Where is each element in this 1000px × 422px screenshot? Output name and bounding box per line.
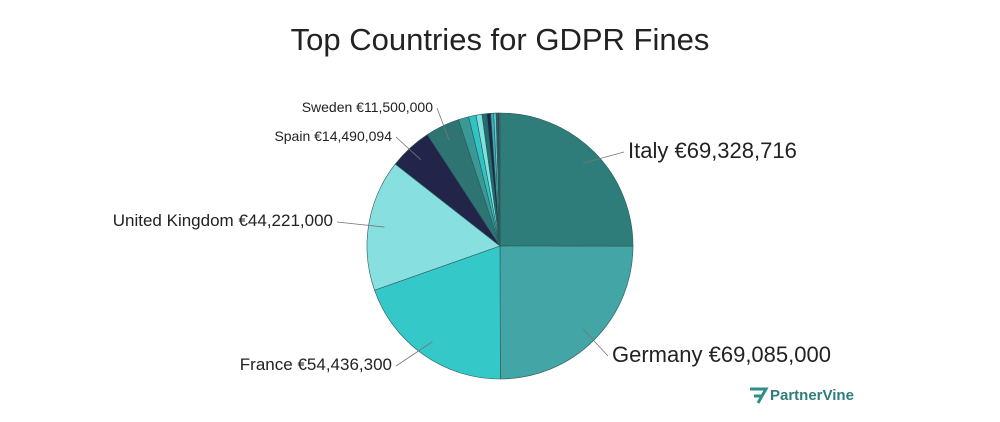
pie-slice [499,112,634,247]
pie-slice [498,112,501,247]
logo: PartnerVine [750,387,854,404]
slice-value: €11,500,000 [356,99,433,115]
logo-text: PartnerVine [770,387,854,404]
leader-line [395,341,433,367]
slice-name: France [240,355,293,374]
leader-line [582,328,609,357]
slice-name: Germany [612,342,702,367]
slice-value: €69,328,716 [674,138,796,163]
pie-slice [366,163,501,291]
slice-name: Italy [628,138,668,163]
logo-icon [750,387,769,404]
slice-name: United Kingdom [113,211,234,230]
slice-name: Spain [274,128,310,144]
slice-name: Sweden [302,99,353,115]
slice-label: France €54,436,300 [240,355,392,374]
slice-label: Italy €69,328,716 [628,138,797,163]
leader-line [395,136,422,161]
leader-line [436,107,450,141]
slice-label: Sweden €11,500,000 [302,99,434,115]
slice-value: €69,085,000 [709,342,831,367]
leader-line [336,221,385,228]
chart-title: Top Countries for GDPR Fines [291,22,710,57]
slice-label: United Kingdom €44,221,000 [113,211,333,230]
slice-label: Germany €69,085,000 [612,342,831,367]
pie-slice [499,245,634,380]
slice-label: Spain €14,490,094 [274,128,392,144]
slice-value: €14,490,094 [314,128,392,144]
slice-value: €44,221,000 [238,211,333,230]
slice-value: €54,436,300 [297,355,392,374]
leader-line [582,151,625,164]
